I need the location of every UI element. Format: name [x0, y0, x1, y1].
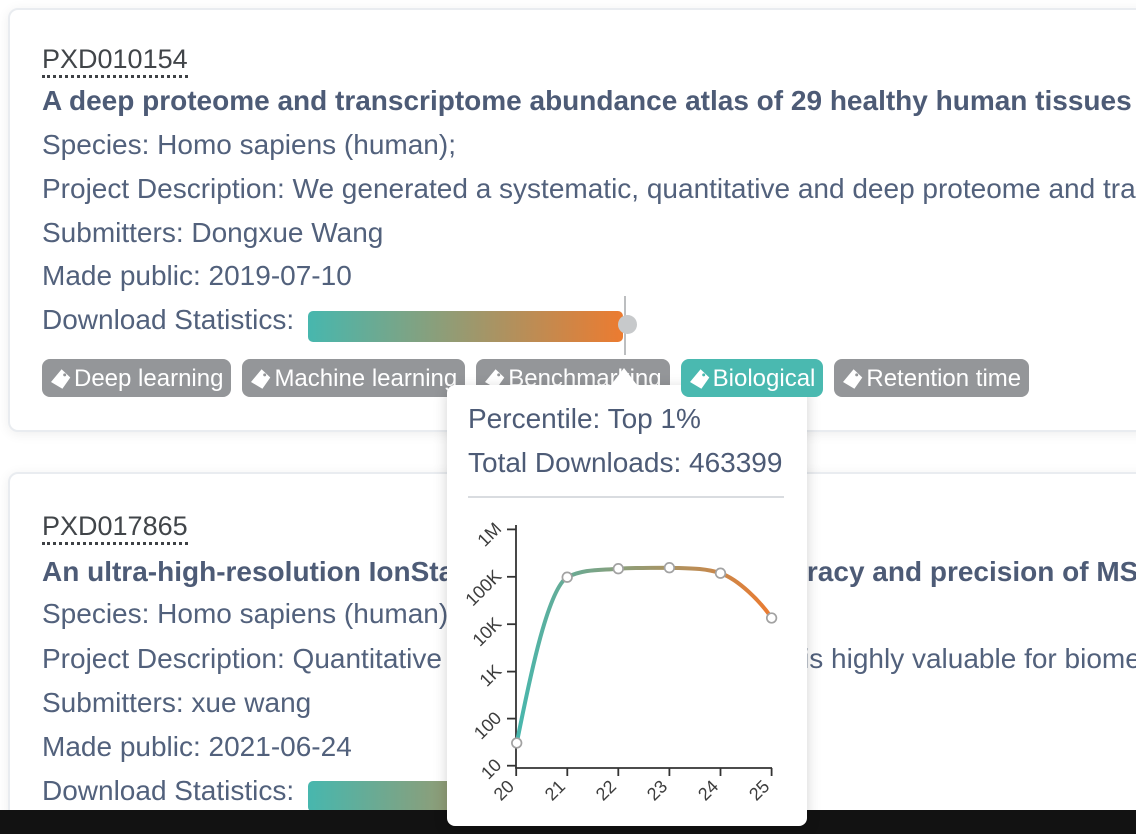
svg-text:23: 23: [643, 776, 671, 804]
svg-text:25: 25: [745, 776, 773, 804]
svg-text:24: 24: [694, 776, 722, 804]
svg-text:1M: 1M: [473, 519, 505, 551]
svg-text:21: 21: [541, 776, 569, 804]
svg-text:100K: 100K: [461, 566, 505, 610]
svg-text:10K: 10K: [469, 613, 506, 650]
svg-text:20: 20: [490, 776, 518, 804]
svg-text:1K: 1K: [476, 661, 506, 691]
svg-text:22: 22: [592, 776, 620, 804]
svg-text:100: 100: [470, 708, 505, 743]
